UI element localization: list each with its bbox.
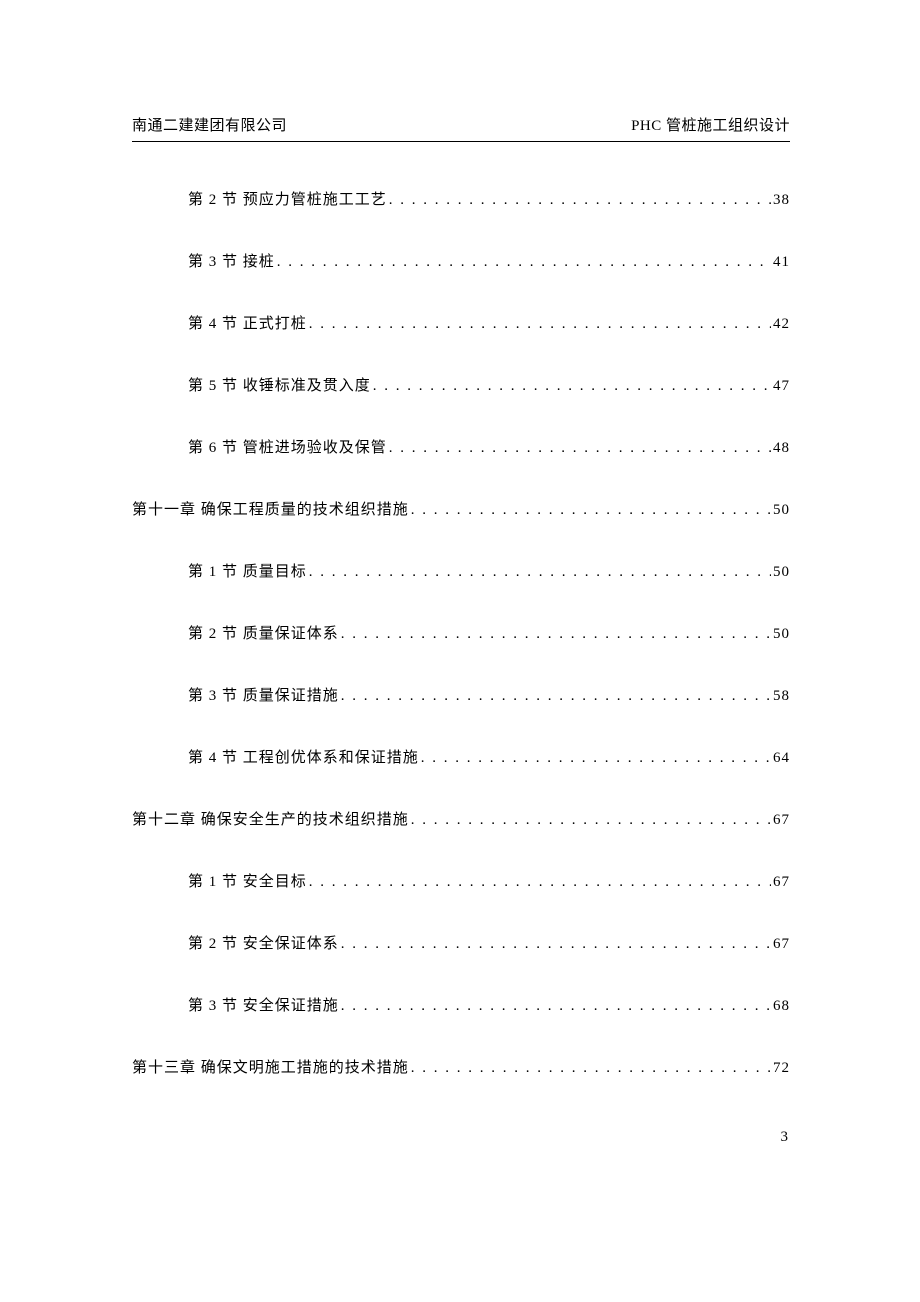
toc-page: 42 — [773, 316, 790, 333]
document-page: 南通二建建团有限公司 PHC 管桩施工组织设计 第 2 节 预应力管桩施工工艺 … — [0, 0, 920, 1302]
toc-label: 第 3 节 接桩 — [188, 250, 275, 271]
toc-entry: 第 4 节 工程创优体系和保证措施 . . . . . . . . . . . … — [132, 746, 790, 767]
toc-dots: . . . . . . . . . . . . . . . . . . . . … — [389, 440, 771, 457]
header-company: 南通二建建团有限公司 — [132, 114, 287, 135]
toc-label: 第十二章 确保安全生产的技术组织措施 — [132, 808, 409, 829]
toc-dots: . . . . . . . . . . . . . . . . . . . . … — [341, 626, 771, 643]
toc-page: 68 — [773, 998, 790, 1015]
toc-label: 第十一章 确保工程质量的技术组织措施 — [132, 498, 409, 519]
toc-page: 50 — [773, 626, 790, 643]
toc-dots: . . . . . . . . . . . . . . . . . . . . … — [411, 1060, 771, 1077]
toc-page: 64 — [773, 750, 790, 767]
toc-dots: . . . . . . . . . . . . . . . . . . . . … — [309, 874, 771, 891]
toc-label: 第 3 节 质量保证措施 — [188, 684, 339, 705]
toc-label: 第十三章 确保文明施工措施的技术措施 — [132, 1056, 409, 1077]
toc-label: 第 1 节 质量目标 — [188, 560, 307, 581]
toc-page: 38 — [773, 192, 790, 209]
toc-dots: . . . . . . . . . . . . . . . . . . . . … — [421, 750, 771, 767]
toc-dots: . . . . . . . . . . . . . . . . . . . . … — [411, 812, 771, 829]
toc-dots: . . . . . . . . . . . . . . . . . . . . … — [341, 688, 771, 705]
toc-label: 第 6 节 管桩进场验收及保管 — [188, 436, 387, 457]
toc-dots: . . . . . . . . . . . . . . . . . . . . … — [411, 502, 771, 519]
toc-page: 67 — [773, 812, 790, 829]
toc-dots: . . . . . . . . . . . . . . . . . . . . … — [309, 316, 771, 333]
toc-label: 第 2 节 安全保证体系 — [188, 932, 339, 953]
header-title: PHC 管桩施工组织设计 — [631, 114, 790, 135]
toc-page: 47 — [773, 378, 790, 395]
toc-entry: 第十三章 确保文明施工措施的技术措施 . . . . . . . . . . .… — [132, 1056, 790, 1077]
toc-label: 第 2 节 预应力管桩施工工艺 — [188, 188, 387, 209]
toc-dots: . . . . . . . . . . . . . . . . . . . . … — [341, 936, 771, 953]
toc-page: 67 — [773, 874, 790, 891]
toc-label: 第 3 节 安全保证措施 — [188, 994, 339, 1015]
toc-label: 第 2 节 质量保证体系 — [188, 622, 339, 643]
toc-entry: 第 1 节 质量目标 . . . . . . . . . . . . . . .… — [132, 560, 790, 581]
toc-dots: . . . . . . . . . . . . . . . . . . . . … — [277, 254, 771, 271]
toc-entry: 第 2 节 质量保证体系 . . . . . . . . . . . . . .… — [132, 622, 790, 643]
toc-label: 第 5 节 收锤标准及贯入度 — [188, 374, 371, 395]
toc-label: 第 4 节 工程创优体系和保证措施 — [188, 746, 419, 767]
toc-page: 50 — [773, 564, 790, 581]
toc-page: 58 — [773, 688, 790, 705]
toc-dots: . . . . . . . . . . . . . . . . . . . . … — [373, 378, 771, 395]
toc-page: 48 — [773, 440, 790, 457]
toc-page: 67 — [773, 936, 790, 953]
page-number: 3 — [781, 1129, 789, 1146]
toc-entry: 第 3 节 质量保证措施 . . . . . . . . . . . . . .… — [132, 684, 790, 705]
toc-dots: . . . . . . . . . . . . . . . . . . . . … — [389, 192, 771, 209]
toc-entry: 第 1 节 安全目标 . . . . . . . . . . . . . . .… — [132, 870, 790, 891]
toc-entry: 第 2 节 安全保证体系 . . . . . . . . . . . . . .… — [132, 932, 790, 953]
toc-label: 第 4 节 正式打桩 — [188, 312, 307, 333]
toc-entry: 第 3 节 接桩 . . . . . . . . . . . . . . . .… — [132, 250, 790, 271]
toc-dots: . . . . . . . . . . . . . . . . . . . . … — [341, 998, 771, 1015]
toc-entry: 第 6 节 管桩进场验收及保管 . . . . . . . . . . . . … — [132, 436, 790, 457]
table-of-contents: 第 2 节 预应力管桩施工工艺 . . . . . . . . . . . . … — [132, 188, 790, 1077]
toc-label: 第 1 节 安全目标 — [188, 870, 307, 891]
toc-entry: 第十二章 确保安全生产的技术组织措施 . . . . . . . . . . .… — [132, 808, 790, 829]
toc-entry: 第 4 节 正式打桩 . . . . . . . . . . . . . . .… — [132, 312, 790, 333]
toc-entry: 第 2 节 预应力管桩施工工艺 . . . . . . . . . . . . … — [132, 188, 790, 209]
toc-entry: 第十一章 确保工程质量的技术组织措施 . . . . . . . . . . .… — [132, 498, 790, 519]
toc-entry: 第 3 节 安全保证措施 . . . . . . . . . . . . . .… — [132, 994, 790, 1015]
toc-dots: . . . . . . . . . . . . . . . . . . . . … — [309, 564, 771, 581]
toc-page: 41 — [773, 254, 790, 271]
page-header: 南通二建建团有限公司 PHC 管桩施工组织设计 — [132, 114, 790, 142]
toc-page: 72 — [773, 1060, 790, 1077]
toc-page: 50 — [773, 502, 790, 519]
toc-entry: 第 5 节 收锤标准及贯入度 . . . . . . . . . . . . .… — [132, 374, 790, 395]
